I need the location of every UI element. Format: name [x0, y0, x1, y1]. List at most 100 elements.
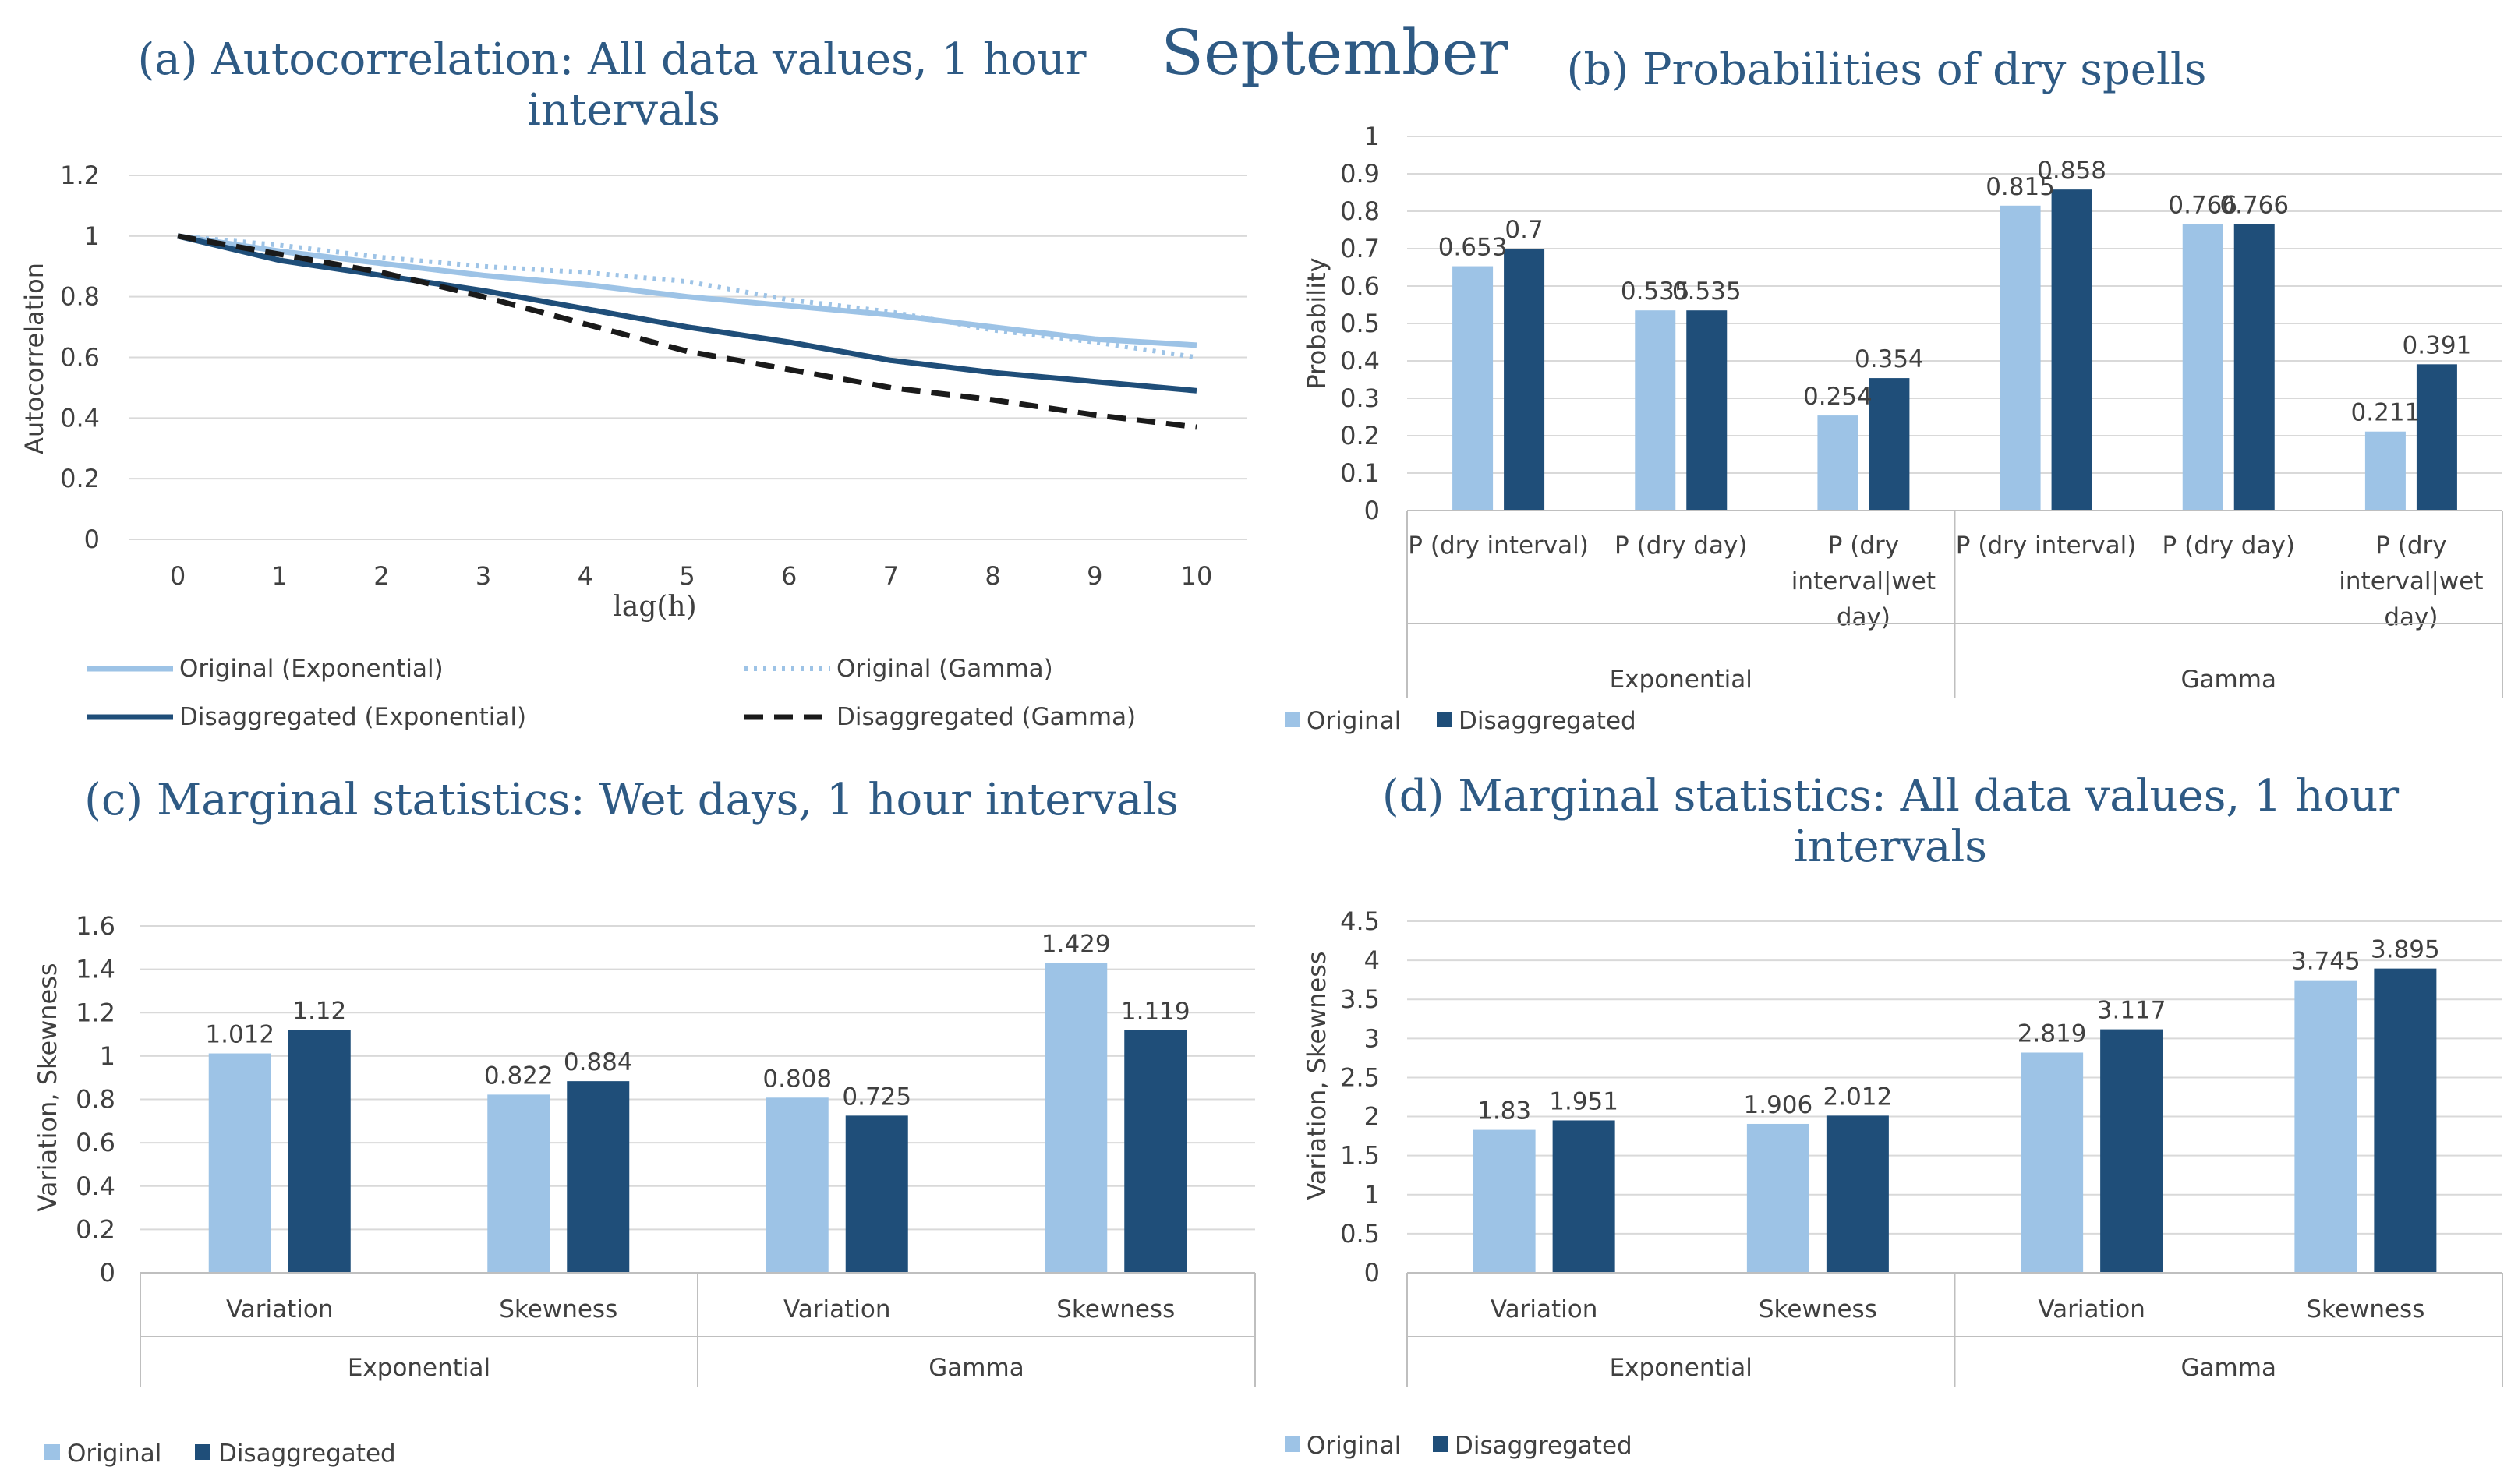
line-original-exponential: [177, 233, 1197, 348]
data-label-disaggregated: 3.895: [2371, 936, 2440, 964]
panel-d-title-line2: intervals: [1794, 822, 1987, 872]
category-label: P (dry interval): [1408, 532, 1589, 560]
ytick-d: 2.5: [1340, 1062, 1380, 1092]
panel-b-yticks: 0 0.1 0.2 0.3 0.4 0.5 0.6 0.7 0.8 0.9 1: [1340, 122, 1380, 525]
data-label-disaggregated: 0.354: [1855, 345, 1924, 373]
category-label: day): [2384, 603, 2438, 631]
category-label: Variation: [1491, 1295, 1598, 1323]
bar-original: [487, 1094, 550, 1273]
data-label-disaggregated: 0.858: [2037, 157, 2106, 185]
xtick-a: 0: [170, 561, 186, 591]
ytick-c: 0.2: [76, 1214, 115, 1244]
ytick-b: 0.5: [1340, 309, 1380, 338]
legend-disaggregated-gamma: Disaggregated (Gamma): [836, 703, 1136, 731]
ytick-b: 0.3: [1340, 383, 1380, 413]
data-label-original: 1.012: [205, 1021, 274, 1049]
data-label-original: 0.653: [1438, 234, 1508, 262]
bar-original: [1746, 1123, 1809, 1273]
panel-a-ylabel: Autocorrelation: [19, 263, 49, 454]
panel-a-yticks: 0 0.2 0.4 0.6 0.8 1 1.2: [60, 161, 100, 554]
data-label-disaggregated: 2.012: [1823, 1083, 1893, 1111]
ytick-b: 0.7: [1340, 234, 1380, 263]
xtick-a: 5: [679, 561, 695, 591]
bar-original: [1817, 415, 1858, 511]
panel-d-categories: Variation Skewness Variation Skewness Expone…: [1406, 1272, 2503, 1387]
panel-d-ylabel: Variation, Skewness: [1302, 951, 1331, 1200]
category-label: P (dry day): [1614, 532, 1747, 560]
legend-disaggregated-exponential: Disaggregated (Exponential): [179, 703, 526, 731]
ytick-a: 0.4: [60, 403, 100, 433]
group-label-gamma: Gamma: [2181, 666, 2276, 694]
ytick-b: 0.1: [1340, 458, 1380, 488]
category-label: P (dry interval): [1956, 532, 2137, 560]
category-label: P (dry: [1828, 532, 1899, 560]
data-label-original: 1.83: [1477, 1097, 1531, 1125]
xtick-a: 6: [781, 561, 797, 591]
legend-swatch-original: [44, 1444, 60, 1460]
panel-a-title-line2: intervals: [527, 85, 720, 136]
ytick-b: 0.2: [1340, 421, 1380, 450]
xtick-a: 9: [1087, 561, 1102, 591]
panel-c-legend: Original Disaggregated: [44, 1440, 396, 1468]
bar-disaggregated: [1552, 1120, 1615, 1273]
panel-b-gridlines: [1407, 136, 2502, 511]
panel-c-categories: Variation Skewness Variation Skewness Expone…: [140, 1272, 1256, 1387]
xtick-a: 3: [476, 561, 491, 591]
panel-b-title: (b) Probabilities of dry spells: [1567, 44, 2207, 95]
category-label: Skewness: [1759, 1295, 1877, 1323]
data-label-disaggregated: 1.12: [292, 998, 346, 1026]
xtick-a: 8: [985, 561, 1000, 591]
category-label: Skewness: [499, 1295, 617, 1323]
panel-c-bars: 1.012 1.12 0.822 0.884 0.808 0.725 1.429 1.119: [205, 931, 1190, 1273]
ytick-c: 0: [100, 1258, 115, 1288]
data-label-original: 1.429: [1042, 931, 1111, 959]
category-label: Variation: [783, 1295, 891, 1323]
bar-disaggregated: [2374, 968, 2437, 1273]
data-label-disaggregated: 0.535: [1672, 277, 1742, 306]
ytick-a: 0.6: [60, 343, 100, 373]
panel-b-dry-spells: (b) Probabilities of dry spells Probabil…: [1285, 44, 2503, 735]
ytick-d: 3: [1364, 1023, 1380, 1053]
panel-d-bars: 1.83 1.951 1.906 2.012 2.819 3.117 3.745 3.895: [1473, 936, 2440, 1273]
data-label-original: 0.254: [1803, 383, 1873, 411]
ytick-d: 4: [1364, 945, 1380, 975]
ytick-a: 0.2: [60, 464, 100, 493]
panel-b-legend: Original Disaggregated: [1285, 707, 1636, 735]
ytick-b: 0: [1364, 496, 1380, 525]
bar-disaggregated: [2416, 364, 2457, 511]
panel-a-xticks: 0 1 2 3 4 5 6 7 8 9 10: [170, 561, 1213, 591]
line-original-gamma: [177, 233, 1197, 360]
data-label-disaggregated: 1.951: [1549, 1087, 1618, 1115]
xtick-a: 1: [272, 561, 288, 591]
legend-original-gamma: Original (Gamma): [836, 655, 1053, 683]
data-label-original: 2.819: [2018, 1019, 2087, 1048]
ytick-a: 1.2: [60, 161, 100, 190]
bar-disaggregated: [1686, 310, 1728, 511]
data-label-original: 1.906: [1744, 1091, 1813, 1119]
bar-disaggregated: [1124, 1030, 1187, 1273]
bar-original: [766, 1097, 829, 1273]
category-label: P (dry: [2375, 532, 2446, 560]
xtick-a: 2: [373, 561, 389, 591]
line-disaggregated-exponential: [177, 233, 1197, 394]
panel-a-gridlines: [129, 175, 1247, 540]
bar-original: [2364, 431, 2406, 511]
data-label-original: 3.745: [2291, 948, 2361, 976]
group-label-exponential: Exponential: [1610, 666, 1752, 694]
ytick-c: 1: [100, 1041, 115, 1071]
ytick-c: 0.4: [76, 1171, 115, 1201]
ytick-c: 1.2: [76, 998, 115, 1027]
ytick-b: 1: [1364, 122, 1380, 151]
group-label-exponential: Exponential: [348, 1354, 490, 1382]
category-label: Skewness: [2306, 1295, 2424, 1323]
category-label: Skewness: [1056, 1295, 1175, 1323]
data-label-disaggregated: 3.117: [2097, 997, 2166, 1025]
ytick-a: 1: [84, 221, 100, 251]
ytick-c: 1.4: [76, 955, 115, 984]
ytick-c: 0.8: [76, 1085, 115, 1115]
group-label-gamma: Gamma: [2181, 1354, 2276, 1382]
data-label-original: 0.815: [1986, 173, 2055, 201]
panel-b-legend-original: Original: [1307, 707, 1401, 735]
